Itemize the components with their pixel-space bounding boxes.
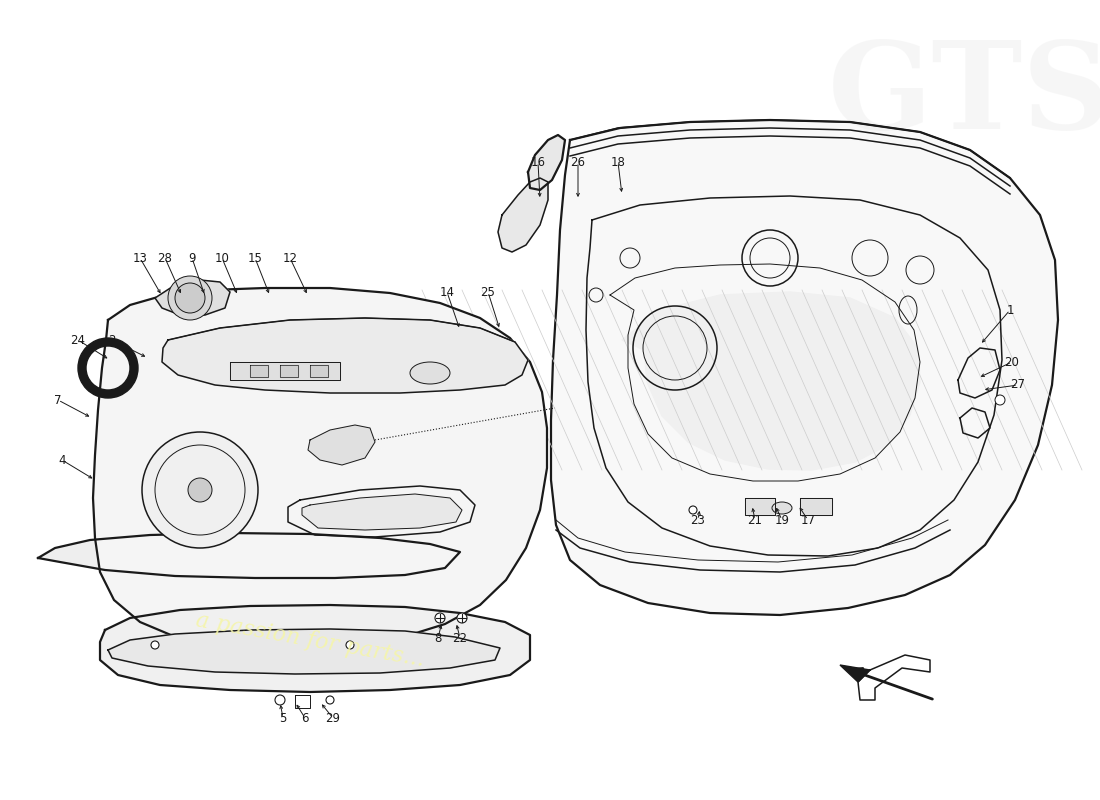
Text: 24: 24 [70, 334, 86, 346]
Circle shape [175, 283, 205, 313]
Text: 20: 20 [1004, 355, 1020, 369]
Circle shape [151, 641, 160, 649]
Polygon shape [528, 135, 565, 190]
Polygon shape [840, 665, 870, 682]
Polygon shape [162, 318, 528, 393]
Text: 21: 21 [748, 514, 762, 526]
Text: 8: 8 [434, 631, 442, 645]
Text: 19: 19 [774, 514, 790, 526]
Text: 26: 26 [571, 155, 585, 169]
Polygon shape [308, 425, 375, 465]
Text: 2: 2 [108, 334, 115, 346]
Ellipse shape [772, 502, 792, 514]
Text: 4: 4 [58, 454, 66, 466]
Text: 12: 12 [283, 251, 297, 265]
Circle shape [188, 478, 212, 502]
Text: 1: 1 [1006, 303, 1014, 317]
Text: 6: 6 [301, 711, 309, 725]
Text: 7: 7 [54, 394, 62, 406]
Circle shape [996, 395, 1005, 405]
Ellipse shape [410, 362, 450, 384]
Text: 22: 22 [452, 631, 468, 645]
Text: 25: 25 [481, 286, 495, 298]
Circle shape [346, 641, 354, 649]
Text: 14: 14 [440, 286, 454, 298]
Polygon shape [800, 498, 832, 515]
Polygon shape [108, 629, 500, 674]
Polygon shape [858, 655, 930, 700]
Circle shape [168, 276, 212, 320]
Text: 29: 29 [326, 711, 341, 725]
Circle shape [275, 695, 285, 705]
Text: 27: 27 [1011, 378, 1025, 391]
Circle shape [434, 613, 446, 623]
Text: 18: 18 [610, 155, 626, 169]
Polygon shape [280, 365, 298, 377]
Text: 28: 28 [157, 251, 173, 265]
Circle shape [456, 613, 468, 623]
Polygon shape [100, 605, 530, 692]
Text: 13: 13 [133, 251, 147, 265]
Circle shape [142, 432, 258, 548]
Text: 15: 15 [248, 251, 263, 265]
Text: 23: 23 [691, 514, 705, 526]
Polygon shape [498, 178, 548, 252]
Text: a passion for parts...: a passion for parts... [194, 609, 426, 671]
Text: 10: 10 [214, 251, 230, 265]
Polygon shape [310, 365, 328, 377]
Polygon shape [94, 288, 547, 652]
Polygon shape [230, 362, 340, 380]
Polygon shape [551, 120, 1058, 615]
Polygon shape [39, 533, 460, 578]
Polygon shape [250, 365, 268, 377]
Polygon shape [155, 280, 230, 315]
Text: 5: 5 [279, 711, 287, 725]
Polygon shape [745, 498, 776, 515]
Circle shape [326, 696, 334, 704]
Text: 16: 16 [530, 155, 546, 169]
Polygon shape [302, 494, 462, 530]
Text: 17: 17 [801, 514, 815, 526]
Text: 9: 9 [188, 251, 196, 265]
Circle shape [689, 506, 697, 514]
Text: GTS: GTS [828, 36, 1100, 154]
Polygon shape [621, 292, 920, 470]
